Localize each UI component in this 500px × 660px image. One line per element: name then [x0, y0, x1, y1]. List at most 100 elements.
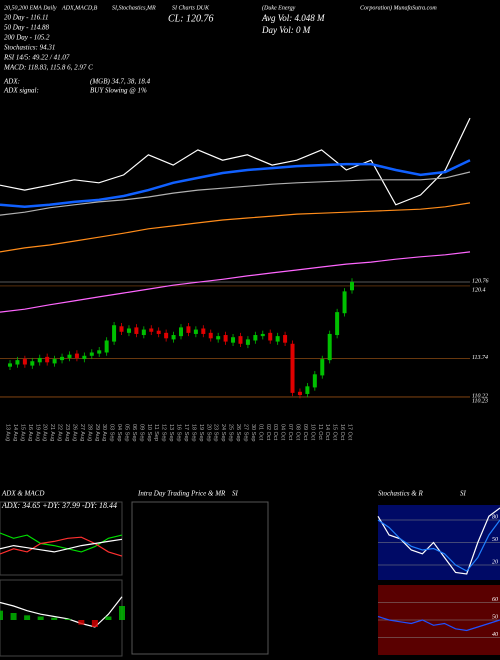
volume-text: Day Vol: 0 M	[261, 25, 311, 35]
candle-body	[119, 326, 124, 332]
x-tick-label: 17 Sep	[183, 424, 189, 441]
candle-body	[305, 386, 310, 394]
indicator-text: (MGB) 34.7, 38, 18.4	[90, 78, 151, 86]
macd-bar	[51, 617, 58, 620]
x-tick-label: 13 Aug	[5, 424, 11, 441]
panel-title: Intra Day Trading Price & MR	[137, 490, 226, 498]
candle-body	[193, 329, 198, 334]
candle-body	[223, 335, 228, 342]
candle-body	[82, 355, 87, 360]
x-tick-label: 21 Aug	[49, 424, 55, 441]
macd-bar	[105, 616, 112, 620]
x-tick-label: 20 Aug	[42, 424, 48, 441]
candle-body	[149, 328, 154, 332]
y-tick-label: 40	[492, 631, 498, 638]
candle-body	[186, 326, 191, 333]
candle-body	[67, 354, 72, 358]
x-tick-label: 12 Sep	[161, 424, 167, 441]
x-tick-label: 05 Sep	[124, 424, 130, 441]
candle-body	[164, 332, 169, 339]
candle-body	[290, 343, 295, 393]
header-text: Corporation) MunafaSutra.com	[360, 4, 437, 11]
candle-body	[208, 332, 213, 339]
candle-body	[201, 328, 206, 334]
indicator-text: Stochastics: 94.31	[4, 44, 55, 52]
y-tick-label: 60	[492, 597, 498, 603]
x-tick-label: 28 Aug	[86, 424, 92, 441]
x-tick-label: 03 Oct	[272, 424, 278, 441]
candle-body	[216, 336, 221, 340]
x-tick-label: 26 Sep	[235, 424, 241, 441]
x-tick-label: 19 Sep	[198, 424, 204, 441]
x-tick-label: 17 Oct	[347, 424, 353, 441]
indicator-text: MACD: 118.83, 115.8 6, 2.97 C	[3, 64, 93, 72]
x-tick-label: 08 Oct	[295, 424, 301, 441]
indicator-text: 200 Day - 105.2	[4, 34, 50, 42]
x-tick-label: 22 Aug	[57, 424, 63, 441]
y-tick-label: 50	[492, 614, 498, 620]
candle-body	[335, 312, 340, 336]
candle-body	[37, 357, 42, 363]
header-text: 20,50,200 EMA Daily	[4, 5, 57, 11]
line-series	[0, 251, 471, 313]
y-tick-label: 110.22	[472, 393, 488, 399]
line-series	[377, 519, 500, 572]
candle-body	[60, 356, 65, 361]
indicator-text: RSI 14/5: 49.22 / 41.07	[3, 54, 70, 62]
x-tick-label: 27 Sep	[242, 424, 248, 441]
x-tick-label: 02 Oct	[265, 424, 271, 441]
x-tick-label: 24 Sep	[220, 424, 226, 441]
panel-title: Stochastics & R	[378, 490, 423, 498]
x-tick-label: 10 Oct	[309, 424, 315, 441]
y-tick-label: 80	[492, 514, 498, 520]
intraday-frame	[131, 501, 269, 655]
x-tick-label: 30 Sep	[250, 424, 256, 441]
x-tick-label: 15 Oct	[332, 424, 338, 441]
candle-body	[283, 335, 288, 343]
x-tick-label: 26 Aug	[71, 424, 77, 441]
x-tick-label: 03 Sep	[109, 424, 115, 441]
indicator-text: BUY Slowing @ 1%	[90, 87, 147, 95]
candle-body	[74, 353, 79, 358]
header-text: SI Charts DUK	[172, 5, 210, 11]
indicator-text: 50 Day - 114.88	[4, 24, 49, 32]
macd-bar	[64, 618, 71, 620]
candle-body	[134, 327, 139, 334]
candle-body	[104, 340, 109, 353]
panel-subtitle: SI	[460, 490, 467, 498]
volume-text: Avg Vol: 4.048 M	[261, 13, 325, 23]
y-tick-label: 110.23	[472, 398, 488, 404]
x-tick-label: 27 Aug	[79, 424, 85, 441]
x-tick-label: 14 Aug	[12, 424, 18, 441]
candle-body	[268, 332, 273, 341]
panel-subtitle: ADX: 34.65 +DY: 37.99 -DY: 18.44	[1, 501, 117, 510]
candle-body	[45, 356, 50, 363]
line-series	[377, 507, 500, 575]
x-tick-label: 23 Aug	[64, 424, 70, 441]
candle-body	[171, 335, 176, 340]
candle-body	[312, 374, 317, 388]
indicator-text: ADX:	[3, 78, 20, 86]
panel-subtitle: SI	[232, 490, 239, 498]
macd-bar	[37, 616, 44, 620]
candle-body	[245, 339, 250, 345]
macd-bar	[10, 613, 17, 620]
candle-body	[141, 329, 146, 336]
x-tick-label: 25 Sep	[228, 424, 234, 441]
adx-frame	[0, 501, 123, 576]
line-series	[377, 615, 500, 632]
x-tick-label: 16 Sep	[176, 424, 182, 441]
x-tick-label: 18 Sep	[190, 424, 196, 441]
candle-body	[126, 328, 131, 333]
y-tick-label: 120.76	[472, 278, 489, 284]
candle-body	[8, 363, 12, 367]
x-tick-label: 01 Oct	[257, 424, 263, 441]
macd-bar	[119, 606, 125, 620]
x-tick-label: 19 Aug	[34, 424, 40, 441]
candle-body	[350, 281, 354, 291]
candle-body	[97, 350, 102, 354]
x-tick-label: 16 Aug	[27, 424, 33, 441]
candle-body	[179, 327, 183, 337]
header-text: SI,Stochastics,MR	[112, 5, 156, 11]
